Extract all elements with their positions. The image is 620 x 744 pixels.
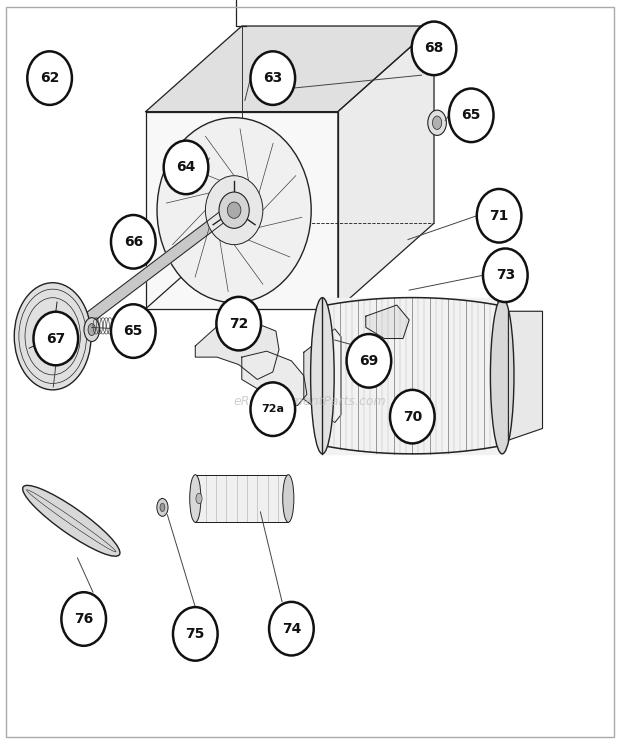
Ellipse shape	[47, 329, 58, 344]
Ellipse shape	[196, 493, 202, 504]
Text: 68: 68	[424, 42, 444, 55]
Ellipse shape	[490, 298, 514, 454]
Circle shape	[347, 334, 391, 388]
Circle shape	[111, 215, 156, 269]
Ellipse shape	[433, 116, 441, 129]
Circle shape	[390, 390, 435, 443]
Circle shape	[477, 189, 521, 243]
Text: 75: 75	[185, 627, 205, 641]
Ellipse shape	[160, 503, 165, 512]
Circle shape	[483, 248, 528, 302]
Ellipse shape	[190, 475, 201, 522]
Ellipse shape	[283, 475, 294, 522]
Text: 71: 71	[489, 209, 509, 222]
Text: 69: 69	[359, 354, 379, 368]
Polygon shape	[242, 351, 307, 405]
Circle shape	[33, 312, 78, 365]
Circle shape	[27, 51, 72, 105]
Ellipse shape	[157, 498, 168, 516]
Circle shape	[216, 297, 261, 350]
Circle shape	[250, 382, 295, 436]
Ellipse shape	[84, 318, 99, 341]
Text: 66: 66	[123, 235, 143, 248]
Polygon shape	[508, 311, 542, 440]
Circle shape	[173, 607, 218, 661]
Circle shape	[111, 304, 156, 358]
Polygon shape	[338, 26, 434, 309]
Ellipse shape	[23, 485, 120, 557]
Circle shape	[157, 118, 311, 303]
Text: eReplacementParts.com: eReplacementParts.com	[234, 395, 386, 408]
Text: 65: 65	[123, 324, 143, 338]
Circle shape	[61, 592, 106, 646]
Polygon shape	[146, 26, 434, 112]
Text: 63: 63	[263, 71, 283, 85]
Polygon shape	[72, 210, 228, 334]
Ellipse shape	[14, 283, 91, 390]
Circle shape	[412, 22, 456, 75]
Polygon shape	[146, 112, 338, 309]
Text: 65: 65	[461, 109, 481, 122]
Polygon shape	[366, 305, 409, 339]
Text: 64: 64	[176, 161, 196, 174]
Text: 70: 70	[402, 410, 422, 423]
Text: 73: 73	[495, 269, 515, 282]
Text: 72: 72	[229, 317, 249, 330]
Circle shape	[250, 51, 295, 105]
Polygon shape	[195, 475, 288, 522]
Text: 74: 74	[281, 622, 301, 635]
Polygon shape	[195, 320, 279, 379]
Circle shape	[205, 176, 263, 245]
Circle shape	[164, 141, 208, 194]
Ellipse shape	[311, 298, 334, 454]
Text: 72a: 72a	[261, 404, 285, 414]
Polygon shape	[304, 329, 341, 423]
Ellipse shape	[428, 110, 446, 135]
Circle shape	[449, 89, 494, 142]
Text: 67: 67	[46, 332, 66, 345]
Circle shape	[219, 192, 249, 228]
Text: 76: 76	[74, 612, 94, 626]
Circle shape	[228, 202, 241, 218]
Polygon shape	[322, 298, 502, 454]
Text: 62: 62	[40, 71, 60, 85]
Circle shape	[269, 602, 314, 655]
Ellipse shape	[88, 324, 95, 336]
